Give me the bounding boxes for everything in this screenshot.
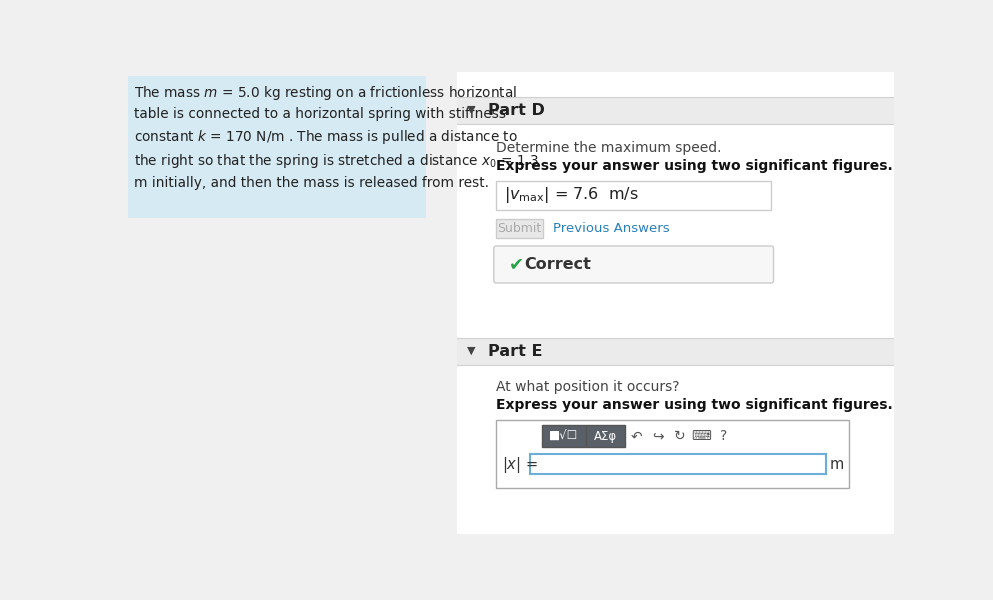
Text: ■√☐: ■√☐ — [549, 430, 579, 443]
Text: Express your answer using two significant figures.: Express your answer using two significan… — [496, 159, 893, 173]
Text: Express your answer using two significant figures.: Express your answer using two significan… — [496, 398, 893, 412]
Text: Part E: Part E — [489, 344, 543, 359]
Text: Submit: Submit — [497, 222, 541, 235]
Text: ↻: ↻ — [674, 429, 685, 443]
Text: The mass $m$ = 5.0 kg resting on a frictionless horizontal
table is connected to: The mass $m$ = 5.0 kg resting on a frict… — [134, 83, 539, 190]
Text: Determine the maximum speed.: Determine the maximum speed. — [496, 140, 722, 155]
Text: ▼: ▼ — [467, 346, 476, 356]
Text: $|v_\mathrm{max}|$ = 7.6  m/s: $|v_\mathrm{max}|$ = 7.6 m/s — [503, 185, 638, 205]
Text: ↪: ↪ — [652, 429, 664, 443]
Bar — [496, 181, 772, 210]
Text: ΑΣφ: ΑΣφ — [594, 430, 617, 443]
Text: Correct: Correct — [524, 257, 591, 272]
Text: ↶: ↶ — [631, 429, 642, 443]
Text: ?: ? — [720, 429, 727, 443]
Bar — [458, 97, 894, 124]
Text: ⌨: ⌨ — [691, 429, 712, 443]
FancyBboxPatch shape — [542, 425, 586, 447]
FancyBboxPatch shape — [586, 425, 625, 447]
Text: At what position it occurs?: At what position it occurs? — [496, 380, 679, 394]
Text: Part D: Part D — [489, 103, 545, 118]
Text: Previous Answers: Previous Answers — [553, 222, 670, 235]
Text: ▼: ▼ — [467, 105, 476, 115]
Bar — [496, 420, 849, 488]
Bar — [128, 76, 426, 218]
Bar — [530, 454, 825, 474]
Bar — [458, 72, 894, 534]
Text: m: m — [829, 457, 843, 472]
Bar — [496, 219, 542, 238]
Text: ✔: ✔ — [508, 256, 523, 274]
FancyBboxPatch shape — [494, 246, 774, 283]
Bar — [458, 338, 894, 365]
Text: $|x|$ =: $|x|$ = — [502, 455, 538, 475]
